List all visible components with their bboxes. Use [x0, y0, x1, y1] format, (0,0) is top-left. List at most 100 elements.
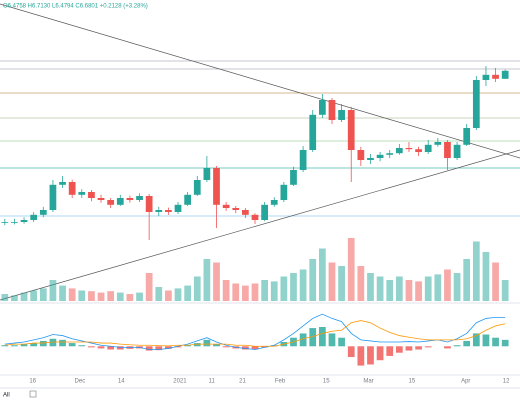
- volume-bar: [299, 269, 307, 301]
- x-tick-label: 21: [239, 379, 246, 385]
- x-tick-label: 15: [409, 379, 416, 385]
- volume-bar: [145, 273, 153, 301]
- volume-bar: [242, 285, 249, 301]
- macd-hist-bar: [270, 345, 278, 347]
- macd-hist-bar: [68, 343, 76, 347]
- volume-bar: [116, 292, 124, 301]
- macd-hist-bar: [59, 339, 66, 347]
- candle-body: [357, 150, 365, 160]
- macd-hist-bar: [222, 346, 230, 348]
- volume-bar: [367, 273, 374, 301]
- volume-bar: [222, 280, 230, 301]
- macd-hist-bar: [251, 346, 259, 350]
- trend-line: [0, 149, 520, 301]
- macd-hist-bar: [376, 346, 384, 361]
- candle-body: [136, 196, 143, 200]
- macd-hist-bar: [78, 345, 86, 347]
- x-tick-label: 16: [29, 379, 36, 385]
- x-tick-label: 12: [503, 379, 510, 385]
- macd-hist-bar: [357, 346, 365, 366]
- macd-hist-bar: [97, 346, 105, 349]
- volume-bar: [386, 280, 394, 301]
- candle-body: [367, 158, 374, 160]
- candle-body: [280, 184, 288, 200]
- candle-body: [30, 214, 38, 220]
- candle-body: [415, 149, 422, 152]
- candle-body: [222, 204, 230, 208]
- volume-bar: [318, 248, 326, 301]
- macd-hist-bar: [20, 344, 28, 347]
- candle-body: [78, 192, 86, 195]
- macd-hist-bar: [318, 327, 326, 347]
- macd-hist-bar: [107, 346, 115, 350]
- volume-bar: [415, 281, 422, 301]
- candle-body: [376, 154, 384, 158]
- macd-hist-bar: [116, 346, 124, 350]
- candle-body: [501, 70, 509, 79]
- macd-hist-bar: [492, 337, 499, 347]
- candle-body: [405, 148, 413, 150]
- candle-body: [299, 150, 307, 170]
- macd-hist-bar: [145, 346, 153, 351]
- volume-bar: [405, 280, 413, 301]
- macd-hist-bar: [203, 339, 211, 347]
- macd-hist-bar: [501, 339, 509, 347]
- macd-hist-bar: [415, 346, 422, 350]
- macd-hist-bar: [1, 345, 9, 347]
- volume-bar: [165, 290, 172, 301]
- volume-bar: [338, 266, 345, 301]
- candle-body: [193, 180, 201, 195]
- calendar-icon[interactable]: [29, 390, 37, 398]
- candle-body: [318, 100, 326, 115]
- candle-body: [184, 194, 192, 205]
- candle-body: [290, 170, 297, 185]
- candle-body: [347, 110, 355, 150]
- candle-body: [174, 204, 182, 212]
- x-tick-label: Dec: [75, 379, 86, 385]
- candle-body: [213, 168, 220, 205]
- volume-bar: [155, 287, 163, 301]
- macd-hist-bar: [405, 346, 413, 351]
- volume-bar: [424, 276, 432, 301]
- x-tick-label: 14: [118, 379, 125, 385]
- macd-hist-bar: [482, 334, 490, 347]
- macd-hist-bar: [367, 346, 374, 365]
- candle-body: [386, 153, 394, 155]
- volume-bar: [434, 274, 442, 301]
- volume-bar: [30, 290, 38, 301]
- volume-bar: [88, 291, 95, 301]
- volume-bar: [136, 292, 143, 301]
- volume-bar: [126, 294, 134, 301]
- macd-hist-bar: [338, 337, 345, 347]
- macd-hist-bar: [309, 328, 317, 347]
- volume-bar: [174, 288, 182, 301]
- macd-hist-bar: [88, 346, 95, 348]
- candle-body: [11, 222, 18, 223]
- macd-hist-bar: [424, 346, 432, 348]
- macd-hist-bar: [39, 340, 47, 347]
- volume-bar: [20, 292, 28, 301]
- candle-body: [49, 184, 57, 210]
- candle-body: [328, 100, 336, 120]
- macd-hist-bar: [193, 343, 201, 347]
- volume-bar: [328, 262, 336, 301]
- macd-hist-bar: [30, 343, 38, 347]
- candle-body: [261, 204, 268, 220]
- volume-bar: [357, 266, 365, 301]
- volume-bar: [309, 259, 317, 301]
- volume-bar: [203, 259, 211, 301]
- macd-hist-bar: [328, 333, 336, 347]
- macd-hist-bar: [299, 333, 307, 347]
- range-button[interactable]: All: [3, 393, 10, 399]
- candle-body: [88, 192, 95, 198]
- macd-hist-bar: [444, 346, 451, 349]
- macd-hist-bar: [11, 345, 18, 347]
- volume-bar: [97, 292, 105, 301]
- volume-bar: [1, 294, 9, 301]
- volume-bar: [492, 262, 499, 301]
- candle-body: [155, 210, 163, 212]
- candle-body: [59, 182, 66, 185]
- volume-bar: [280, 276, 288, 301]
- volume-bar: [482, 252, 490, 301]
- volume-bar: [376, 276, 384, 301]
